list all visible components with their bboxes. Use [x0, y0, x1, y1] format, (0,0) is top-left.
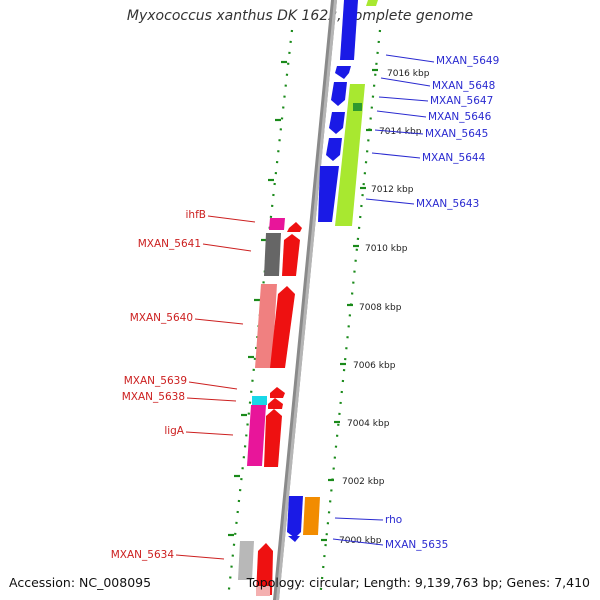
gene-label-mxan-5638: MXAN_5638	[122, 391, 185, 403]
gene-block-mxan-5645[interactable]	[326, 138, 342, 161]
gene-block-mxan-5638-marker	[252, 396, 267, 405]
gene-label-mxan-5643: MXAN_5643	[416, 198, 479, 210]
gene-block-ihfb-arrow	[287, 222, 302, 232]
gene-block-mxan-5643-top	[366, 0, 378, 6]
right-major-ticks	[321, 68, 378, 542]
kbp-tick-label: 7010 kbp	[365, 244, 408, 254]
gene-block-mxan-5634-arrow[interactable]	[256, 543, 273, 595]
gene-label-mxan-5649: MXAN_5649	[436, 55, 499, 67]
gene-block-mxan-5639[interactable]	[270, 387, 285, 398]
gene-label-mxan-5640: MXAN_5640	[130, 312, 193, 324]
kbp-tick-label: 7016 kbp	[387, 69, 430, 79]
reverse-leader-lines	[175, 215, 256, 560]
gene-block-mxan-5649[interactable]	[340, 0, 358, 60]
kbp-tick-label: 7000 kbp	[339, 536, 382, 546]
kbp-tick-label: 7008 kbp	[359, 303, 402, 313]
gene-block-ihfb[interactable]	[269, 218, 285, 230]
map-title: Myxococcus xanthus DK 1622, complete gen…	[126, 8, 474, 24]
gene-block-mxan-5640[interactable]	[255, 284, 277, 368]
gene-label-mxan-5648: MXAN_5648	[432, 80, 495, 92]
forward-gene-blocks[interactable]	[287, 0, 378, 542]
kbp-tick-label: 7006 kbp	[353, 361, 396, 371]
gene-block-mxan-5646[interactable]	[329, 112, 345, 134]
reverse-gene-blocks[interactable]	[238, 218, 302, 596]
kbp-tick-label: 7012 kbp	[371, 185, 414, 195]
gene-label-mxan-5647: MXAN_5647	[430, 95, 493, 107]
gene-block-mxan-5635-tail	[288, 536, 300, 542]
gene-block-mxan-5647[interactable]	[331, 82, 347, 106]
gene-block-mxan-5638[interactable]	[268, 398, 283, 409]
gene-label-mxan-5639: MXAN_5639	[124, 375, 187, 387]
gene-block-mxan-5646-marker	[353, 103, 362, 111]
gene-label-mxan-5635: MXAN_5635	[385, 539, 448, 551]
gene-block-mxan-5634[interactable]	[238, 541, 254, 580]
gene-label-mxan-5644: MXAN_5644	[422, 152, 486, 164]
gene-label-rho: rho	[385, 514, 402, 526]
kbp-tick-label: 7002 kbp	[342, 477, 385, 487]
gene-block-rho[interactable]	[303, 497, 320, 535]
gene-block-mxan-5643[interactable]	[335, 84, 365, 226]
kbp-tick-label: 7004 kbp	[347, 419, 390, 429]
gene-label-liga: ligA	[164, 425, 184, 437]
gene-block-mxan-5641[interactable]	[264, 233, 281, 276]
gene-block-mxan-5634-tail	[256, 586, 270, 596]
forward-leader-lines	[332, 54, 435, 546]
gene-block-liga[interactable]	[247, 405, 266, 466]
gene-label-mxan-5641: MXAN_5641	[138, 238, 201, 250]
gene-label-mxan-5634: MXAN_5634	[111, 549, 175, 561]
gene-label-ihfb: ihfB	[186, 209, 206, 221]
gene-block-mxan-5644[interactable]	[318, 166, 339, 222]
gene-block-mxan-5641-arrow[interactable]	[282, 234, 300, 276]
gene-block-mxan-5648[interactable]	[335, 66, 351, 79]
gene-block-liga-arrow[interactable]	[264, 409, 282, 467]
genome-summary-text: Topology: circular; Length: 9,139,763 bp…	[246, 575, 590, 590]
gene-block-mxan-5640-arrow[interactable]	[270, 286, 295, 368]
reverse-gene-labels: ihfB MXAN_5641 MXAN_5640 MXAN_5639 MXAN_…	[111, 209, 206, 561]
accession-text: Accession: NC_008095	[9, 575, 152, 590]
gene-label-mxan-5645: MXAN_5645	[425, 128, 488, 140]
gene-label-mxan-5646: MXAN_5646	[428, 111, 492, 123]
forward-gene-labels: MXAN_5649 MXAN_5648 MXAN_5647 MXAN_5646 …	[385, 55, 499, 551]
gene-block-mxan-5635[interactable]	[287, 496, 303, 538]
backbone-highlight	[276, 0, 337, 600]
